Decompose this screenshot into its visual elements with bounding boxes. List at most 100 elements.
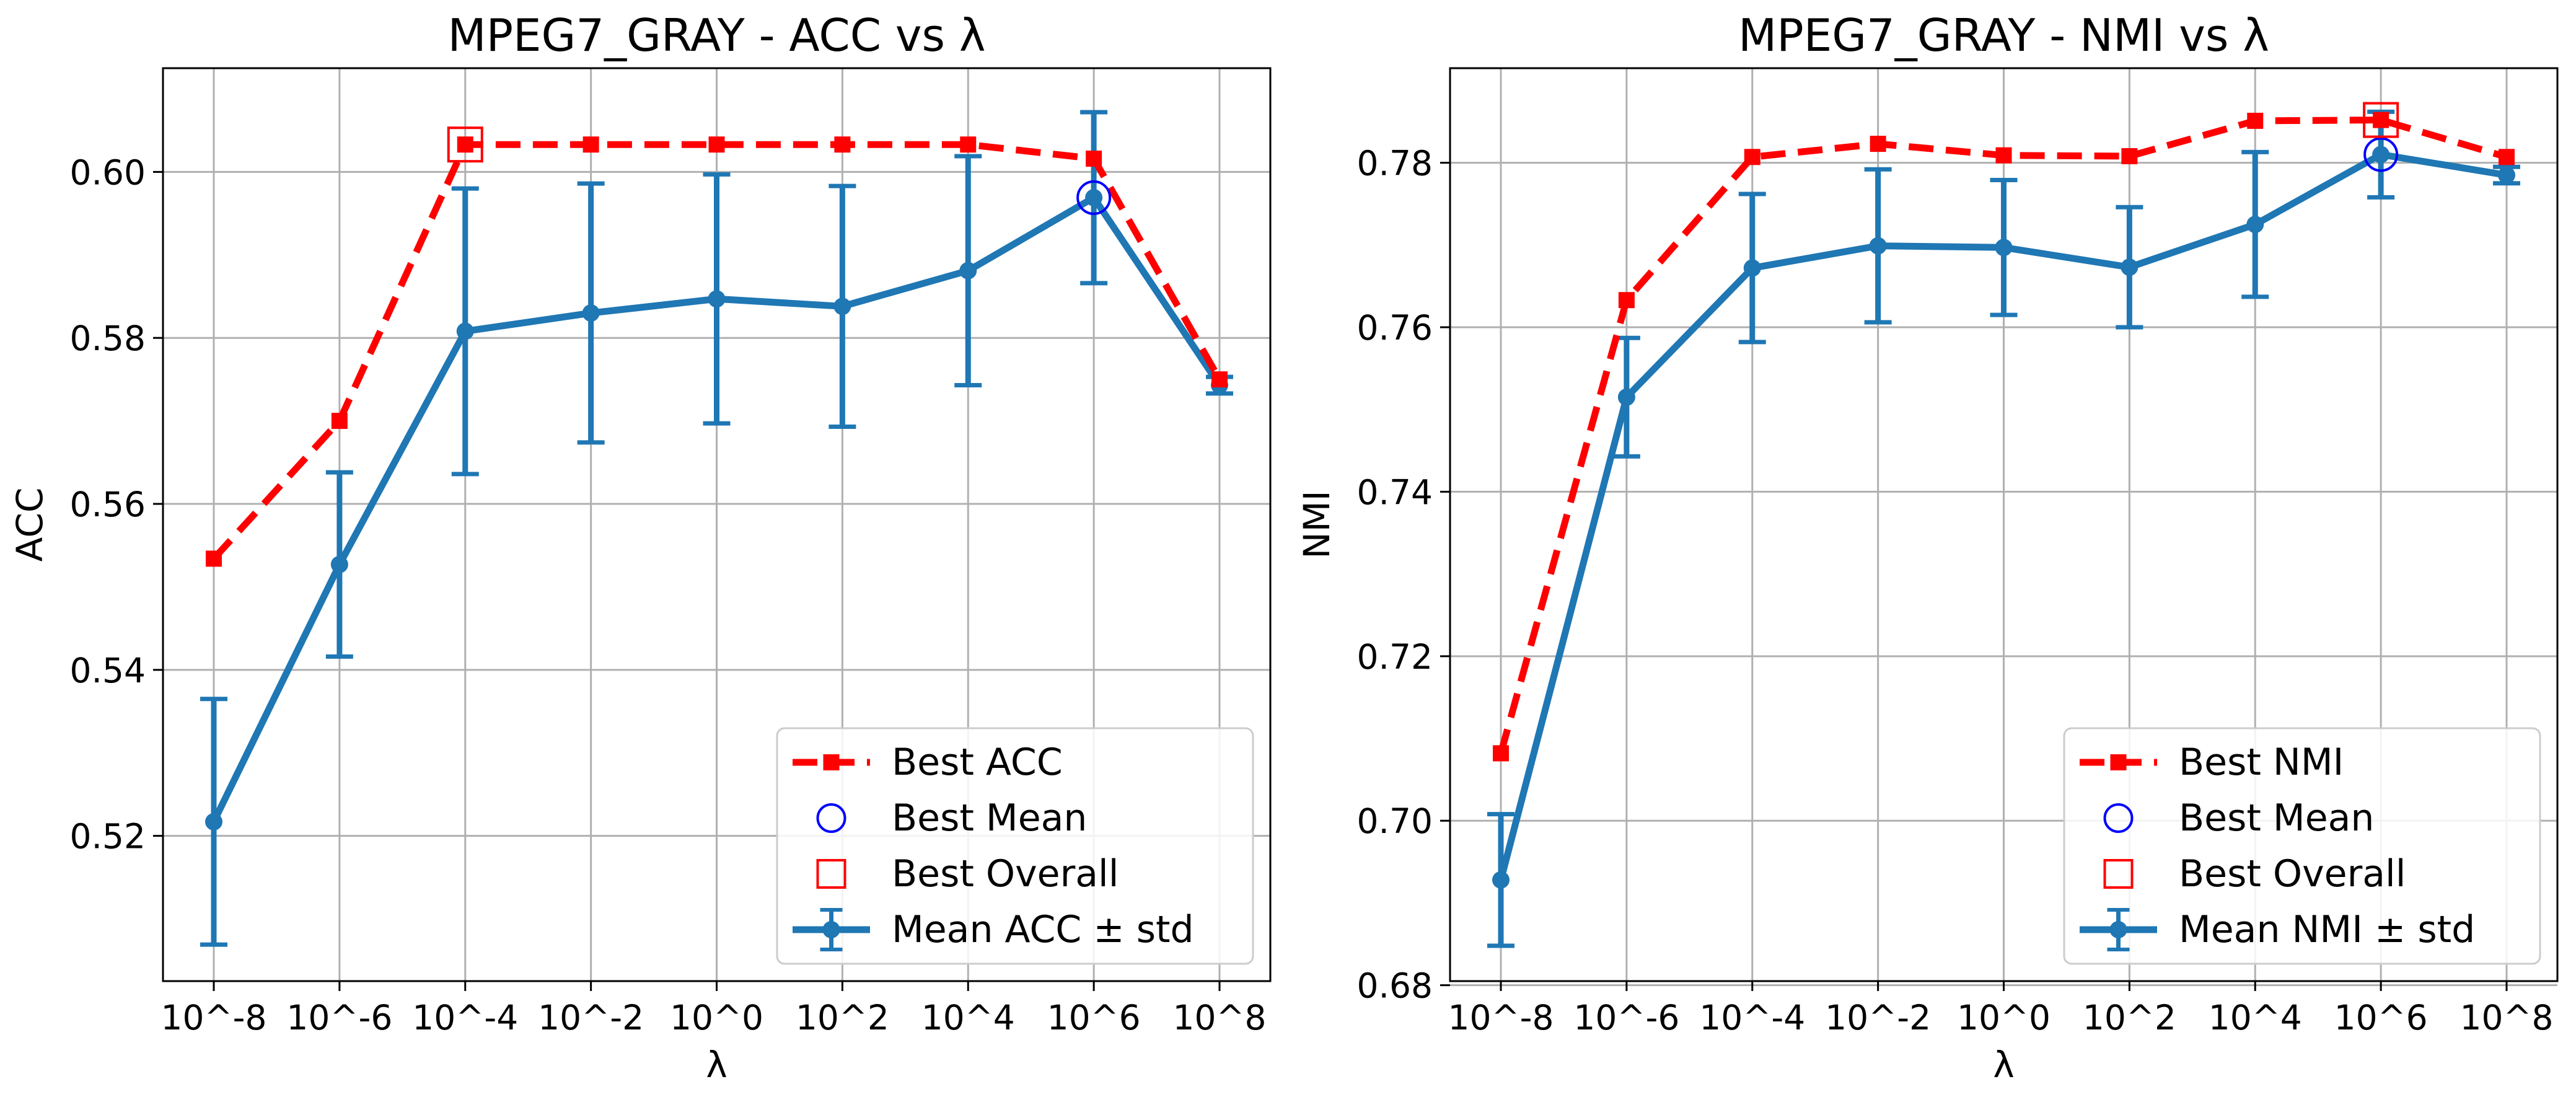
- mean-point: [2246, 216, 2264, 234]
- legend-label-best-mean: Best Mean: [2179, 796, 2374, 840]
- legend-label-mean-acc: Mean ACC ± std: [892, 908, 1194, 951]
- legend-marker: [2109, 921, 2127, 938]
- legend-label-best-acc: Best ACC: [892, 741, 1063, 784]
- y-axis-ticks: 0.52 0.54 0.56 0.58 0.60: [70, 152, 163, 857]
- legend-symbol-best-mean: [816, 803, 846, 833]
- best-point: [457, 136, 473, 153]
- legend-marker: [822, 921, 840, 938]
- best-point: [960, 136, 977, 153]
- best-point: [206, 550, 222, 567]
- legend-marker: [816, 859, 846, 889]
- x-axis-ticks: 10^-8 10^-6 10^-4 10^-2 10^0 10^2 10^4 10^6 10^8: [161, 981, 1267, 1038]
- best-point: [708, 136, 725, 153]
- mean-point: [2372, 146, 2390, 164]
- x-tick-label: 10^-8: [161, 998, 267, 1038]
- x-tick-label: 10^-4: [412, 998, 518, 1038]
- series-best-acc: [206, 136, 1228, 567]
- best-point: [1211, 371, 1228, 388]
- x-tick-label: 10^-6: [286, 998, 392, 1038]
- plot-frame: [162, 67, 1272, 982]
- nmi-chart-panel: MPEG7_GRAY - NMI vs λ λ NMI 10^-8 10^-6 10…: [1296, 9, 2559, 1086]
- x-tick-label: 10^6: [2334, 998, 2428, 1038]
- mean-point: [1617, 388, 1635, 406]
- mean-point: [1743, 259, 1761, 277]
- legend-label-best-overall: Best Overall: [892, 852, 1119, 896]
- legend-marker: [2103, 859, 2134, 889]
- series-mean-nmi-std: [1487, 109, 2520, 948]
- x-tick-label: 10^-8: [1448, 998, 1554, 1038]
- x-tick-label: 10^2: [2083, 998, 2176, 1038]
- x-tick-label: 10^2: [796, 998, 889, 1038]
- legend-marker: [2110, 754, 2127, 770]
- y-axis-label: ACC: [9, 488, 51, 562]
- best-point: [1744, 149, 1761, 165]
- legend-symbol-best-mean: [2103, 803, 2134, 833]
- legend-label-best-overall: Best Overall: [2179, 852, 2406, 896]
- best-point: [2373, 112, 2389, 128]
- mean-point: [2498, 166, 2515, 184]
- best-point: [1618, 292, 1635, 309]
- series-best-nmi: [1493, 112, 2515, 762]
- y-axis-ticks: 0.68 0.70 0.72 0.74 0.76 0.78: [1357, 144, 1450, 1006]
- legend-label-best-mean: Best Mean: [892, 796, 1087, 840]
- mean-point: [205, 813, 222, 830]
- legend: Best NMI Best Mean Best Overall Mean NMI…: [2063, 727, 2541, 965]
- mean-point: [1085, 188, 1103, 206]
- mean-point: [1995, 239, 2013, 257]
- legend-symbol-best-overall: [816, 859, 846, 889]
- legend-symbol-best-acc: [793, 754, 870, 770]
- legend-symbol-best-nmi: [2080, 754, 2157, 770]
- legend-marker: [2103, 803, 2134, 833]
- legend-box: [2063, 727, 2541, 965]
- legend-symbol-best-overall: [2103, 859, 2134, 889]
- best-overall-marker: [2363, 102, 2399, 138]
- best-overall-marker: [447, 126, 483, 163]
- y-tick-label: 0.70: [1357, 801, 1433, 841]
- best-point: [1870, 136, 1886, 152]
- mean-point: [2121, 258, 2139, 276]
- mean-point: [582, 304, 600, 322]
- x-tick-label: 10^0: [670, 998, 763, 1038]
- x-tick-label: 10^8: [2460, 998, 2553, 1038]
- legend-symbol-mean-nmi: [2080, 908, 2157, 951]
- x-tick-label: 10^4: [2209, 998, 2302, 1038]
- x-axis-ticks: 10^-8 10^-6 10^-4 10^-2 10^0 10^2 10^4 10^6 10^8: [1448, 981, 2554, 1038]
- x-tick-label: 10^-6: [1573, 998, 1679, 1038]
- legend-label-best-nmi: Best NMI: [2179, 741, 2344, 784]
- y-axis-label: NMI: [1296, 490, 1338, 559]
- mean-point: [456, 322, 474, 340]
- best-point: [2499, 149, 2515, 165]
- best-mean-marker: [2363, 137, 2399, 172]
- legend: Best ACC Best Mean Best Overall Mean ACC…: [776, 727, 1254, 965]
- x-tick-label: 10^-2: [1825, 998, 1931, 1038]
- chart-title: MPEG7_GRAY - ACC vs λ: [448, 9, 986, 61]
- mean-point: [1869, 237, 1887, 255]
- legend-marker: [823, 754, 840, 770]
- mean-point: [959, 262, 977, 280]
- best-point: [1086, 150, 1102, 167]
- legend-box: [776, 727, 1254, 965]
- y-tick-label: 0.68: [1357, 966, 1433, 1006]
- acc-chart-panel: MPEG7_GRAY - ACC vs λ λ ACC 10^-8 10^-6 10…: [9, 9, 1272, 1086]
- best-point: [834, 136, 851, 153]
- x-axis-label: λ: [1993, 1044, 2014, 1086]
- best-point: [2247, 112, 2264, 129]
- series-mean-acc-std: [200, 110, 1233, 947]
- chart-title: MPEG7_GRAY - NMI vs λ: [1738, 9, 2269, 61]
- best-point: [1995, 147, 2012, 164]
- x-tick-label: 10^0: [1957, 998, 2051, 1038]
- mean-point: [833, 297, 851, 315]
- best-point: [331, 413, 348, 430]
- x-tick-label: 10^8: [1172, 998, 1266, 1038]
- mean-point: [1492, 871, 1510, 889]
- x-tick-label: 10^-2: [538, 998, 644, 1038]
- y-tick-label: 0.58: [70, 319, 146, 358]
- y-tick-label: 0.52: [70, 817, 146, 857]
- mean-point: [330, 555, 348, 573]
- y-tick-label: 0.60: [70, 152, 146, 192]
- best-mean-marker: [1076, 180, 1112, 215]
- best-point: [2121, 148, 2138, 164]
- y-tick-label: 0.74: [1357, 472, 1433, 512]
- x-tick-label: 10^6: [1047, 998, 1141, 1038]
